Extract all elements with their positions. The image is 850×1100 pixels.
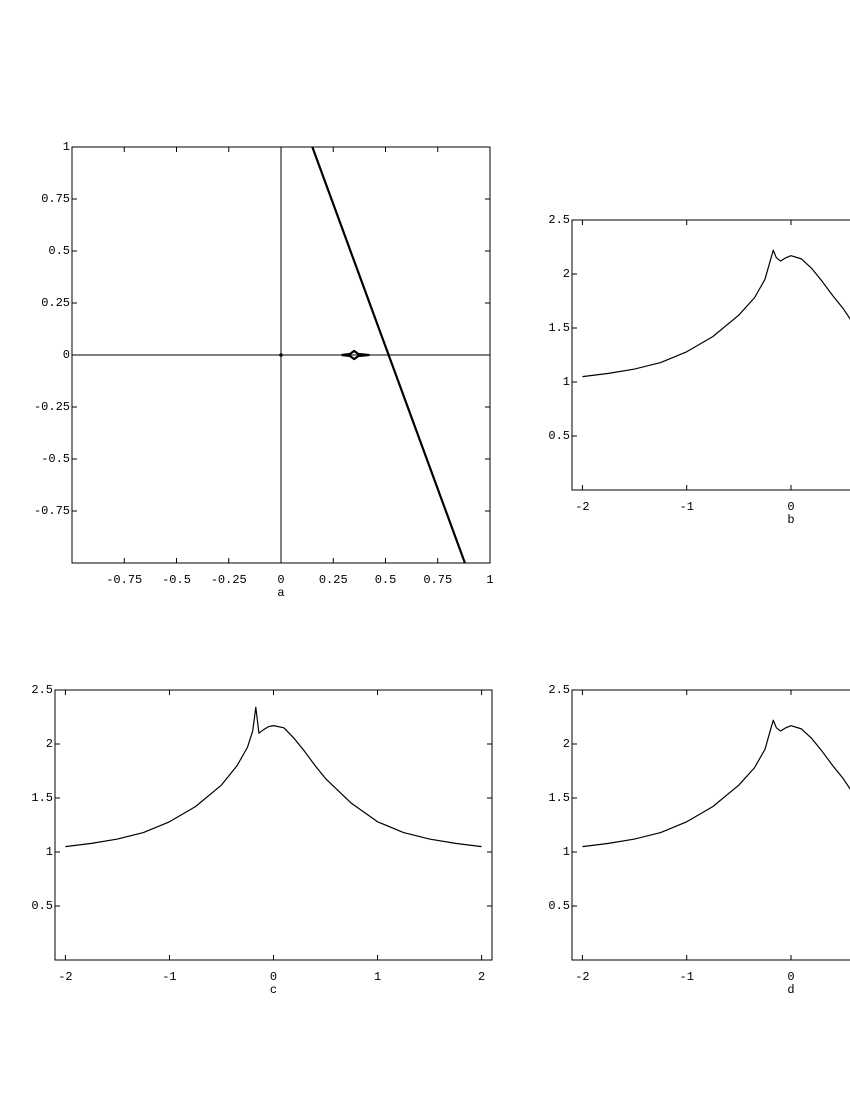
x-tick-label: -1 bbox=[680, 500, 694, 514]
x-tick-label: -0.5 bbox=[162, 573, 191, 587]
y-tick-label: 1 bbox=[563, 375, 570, 389]
y-tick-label: 1 bbox=[63, 140, 70, 154]
y-tick-label: 0.75 bbox=[41, 192, 70, 206]
y-tick-label: 2.5 bbox=[31, 683, 53, 697]
x-tick-label: 0.25 bbox=[319, 573, 348, 587]
plot: -2 -1 0 1 2 0.5 1 1.5 2 2.5 c bbox=[31, 683, 493, 997]
x-tick-label: -0.25 bbox=[211, 573, 247, 587]
plot: -2 -1 0 0.5 1 1.5 2 2.5 d bbox=[548, 683, 850, 997]
data-line bbox=[341, 349, 370, 361]
y-tick-label: 1.5 bbox=[31, 791, 53, 805]
y-tick-label: 1.5 bbox=[548, 321, 570, 335]
y-tick-label: 0.5 bbox=[548, 899, 570, 913]
x-axis-label: a bbox=[277, 586, 284, 600]
x-tick-label: 1 bbox=[374, 970, 381, 984]
y-tick-label: 0.5 bbox=[48, 244, 70, 258]
y-tick-label: 0 bbox=[63, 348, 70, 362]
y-tick-label: 1 bbox=[563, 845, 570, 859]
y-tick-label: 0.5 bbox=[31, 899, 53, 913]
data-line bbox=[65, 706, 482, 848]
x-tick-label: 0 bbox=[277, 573, 284, 587]
x-tick-label: 0 bbox=[787, 970, 794, 984]
data-line bbox=[582, 719, 850, 848]
data-line bbox=[311, 146, 466, 564]
x-tick-label: 0 bbox=[270, 970, 277, 984]
x-tick-label: 2 bbox=[478, 970, 485, 984]
plot: -0.75 -0.5 -0.25 0 0.25 0.5 0.75 1 -0.75 -0.5 -0.2… bbox=[34, 140, 494, 600]
x-tick-label: 0.5 bbox=[375, 573, 397, 587]
y-tick-label: 2 bbox=[563, 737, 570, 751]
y-tick-label: -0.5 bbox=[41, 452, 70, 466]
x-axis-label: d bbox=[787, 983, 794, 997]
x-tick-label: 0.75 bbox=[423, 573, 452, 587]
y-tick-label: 2.5 bbox=[548, 683, 570, 697]
y-tick-label: 2.5 bbox=[548, 213, 570, 227]
x-tick-label: -1 bbox=[680, 970, 694, 984]
x-axis-label: c bbox=[270, 983, 277, 997]
x-axis-label: b bbox=[787, 513, 794, 527]
y-tick-label: 0.25 bbox=[41, 296, 70, 310]
frame bbox=[54, 689, 493, 961]
x-tick-label: -1 bbox=[162, 970, 176, 984]
y-tick-label: 2 bbox=[46, 737, 53, 751]
y-tick-label: 1.5 bbox=[548, 791, 570, 805]
x-tick-label: 1 bbox=[486, 573, 493, 587]
plot: -2 -1 0 0.5 1 1.5 2 2.5 b bbox=[548, 213, 850, 527]
point bbox=[279, 353, 283, 357]
x-tick-label: 0 bbox=[787, 500, 794, 514]
y-tick-label: -0.25 bbox=[34, 400, 70, 414]
x-tick-label: -2 bbox=[575, 970, 589, 984]
data-line bbox=[582, 249, 850, 378]
y-tick-label: -0.75 bbox=[34, 504, 70, 518]
y-tick-label: 1 bbox=[46, 845, 53, 859]
x-tick-label: -2 bbox=[58, 970, 72, 984]
frame bbox=[571, 689, 850, 961]
frame bbox=[571, 219, 850, 491]
x-tick-label: -2 bbox=[575, 500, 589, 514]
y-tick-label: 0.5 bbox=[548, 429, 570, 443]
y-tick-label: 2 bbox=[563, 267, 570, 281]
x-tick-label: -0.75 bbox=[106, 573, 142, 587]
